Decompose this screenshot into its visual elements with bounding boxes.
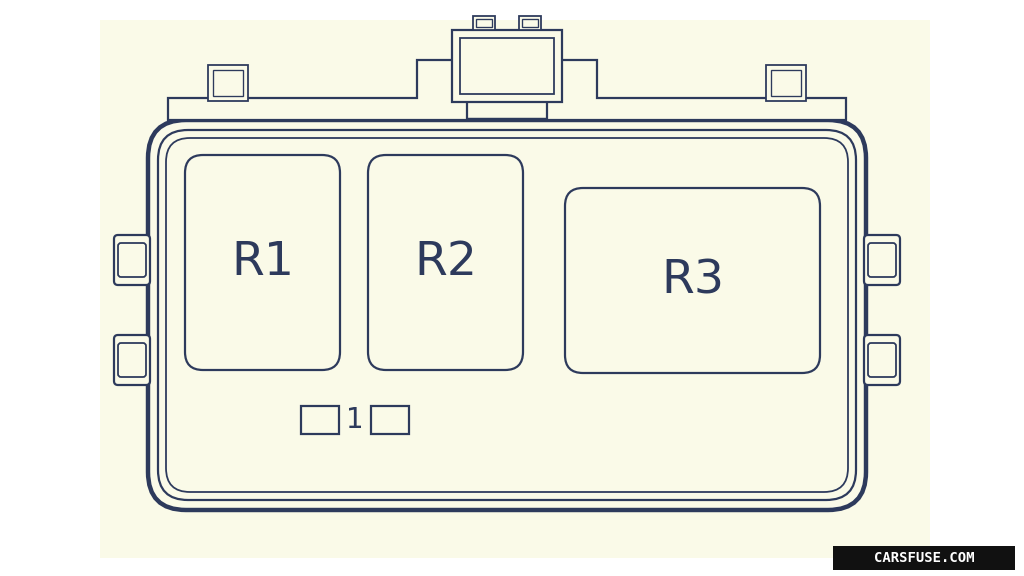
Bar — [833, 546, 1015, 570]
Text: 1: 1 — [346, 406, 364, 434]
Bar — [213, 70, 243, 96]
Text: CARSFUSE.COM: CARSFUSE.COM — [873, 551, 974, 565]
Bar — [473, 16, 495, 30]
FancyBboxPatch shape — [868, 343, 896, 377]
FancyBboxPatch shape — [185, 155, 340, 370]
FancyBboxPatch shape — [118, 343, 146, 377]
Polygon shape — [168, 60, 467, 120]
Bar — [301, 406, 339, 434]
Bar — [519, 16, 541, 30]
FancyBboxPatch shape — [868, 243, 896, 277]
Bar — [476, 19, 492, 27]
Bar — [766, 65, 806, 101]
Bar — [100, 20, 930, 558]
Bar — [522, 19, 538, 27]
FancyBboxPatch shape — [114, 335, 150, 385]
FancyBboxPatch shape — [158, 130, 856, 500]
FancyBboxPatch shape — [118, 243, 146, 277]
FancyBboxPatch shape — [864, 335, 900, 385]
FancyBboxPatch shape — [368, 155, 523, 370]
FancyBboxPatch shape — [114, 235, 150, 285]
Bar — [460, 38, 554, 94]
Bar — [771, 70, 801, 96]
Polygon shape — [547, 60, 846, 120]
Text: R1: R1 — [231, 240, 294, 285]
Bar — [208, 65, 248, 101]
Text: R3: R3 — [662, 258, 724, 303]
FancyBboxPatch shape — [148, 120, 866, 510]
FancyBboxPatch shape — [565, 188, 820, 373]
FancyBboxPatch shape — [864, 235, 900, 285]
Bar — [371, 406, 409, 434]
FancyBboxPatch shape — [166, 138, 848, 492]
Bar — [452, 30, 562, 102]
Text: R2: R2 — [414, 240, 477, 285]
